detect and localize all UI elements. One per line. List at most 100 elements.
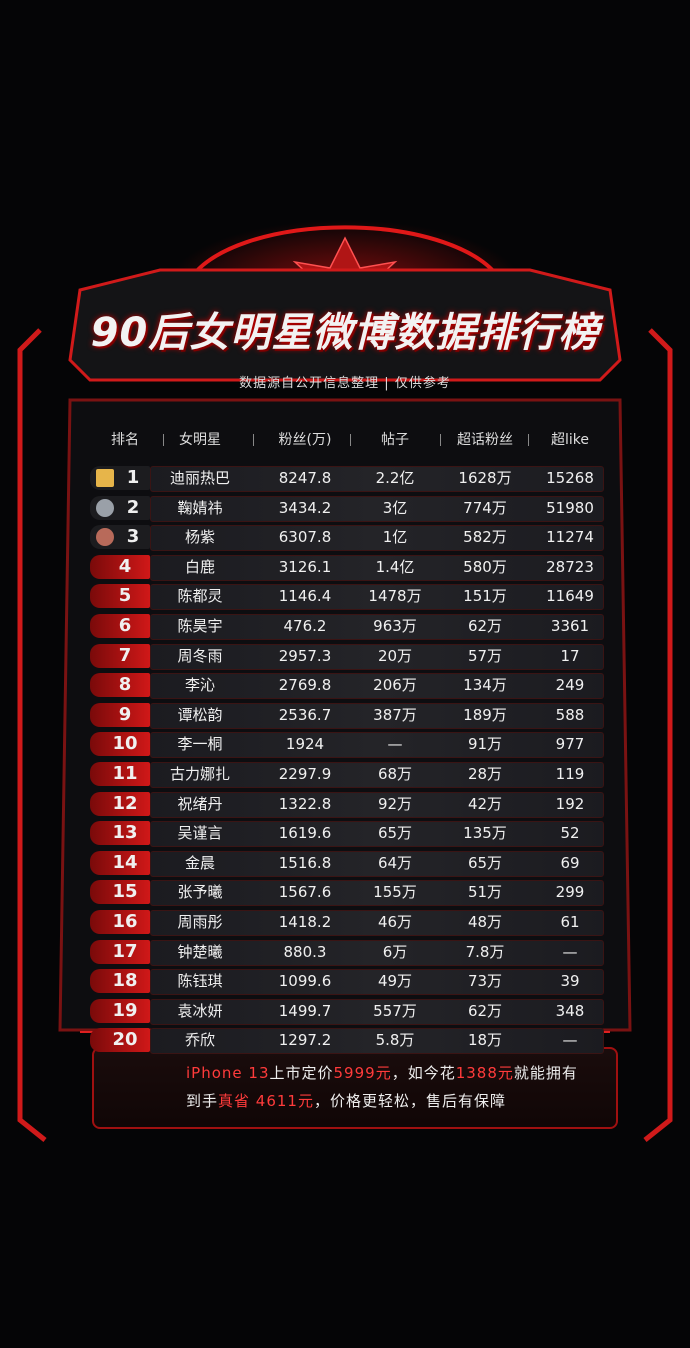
- cell: 65万: [377, 824, 413, 843]
- cell: —: [562, 1031, 578, 1050]
- row-background: [150, 702, 604, 729]
- cell: 杨紫: [184, 528, 215, 547]
- cell: 陈钰琪: [177, 972, 223, 991]
- row-background: [150, 939, 604, 966]
- rank: 2: [126, 496, 140, 518]
- column-header: 粉丝(万): [278, 432, 332, 448]
- cell: 陈昊宇: [177, 617, 223, 635]
- cell: 119: [555, 765, 585, 783]
- ad-line: iPhone 13上市定价5999元，如今花1388元就能拥有: [186, 1062, 578, 1083]
- column-header: 排名: [111, 432, 139, 448]
- cell: 1亿: [382, 528, 408, 547]
- cell: 48万: [467, 913, 503, 931]
- rank-background: [90, 910, 150, 934]
- cell: 206万: [373, 676, 417, 695]
- cell: 155万: [373, 883, 417, 902]
- cell: 谭松韵: [177, 705, 223, 724]
- cell: 金晨: [184, 853, 215, 872]
- cell: 46万: [377, 913, 413, 931]
- row-background: [150, 614, 604, 640]
- cell: 51980: [546, 498, 594, 517]
- cell: 49万: [377, 972, 413, 991]
- rank-background: [90, 702, 150, 727]
- cell: 62万: [467, 617, 503, 635]
- cell: 557万: [373, 1001, 417, 1020]
- rank: 13: [112, 822, 138, 844]
- cell: 18万: [467, 1031, 503, 1050]
- row-background: [150, 584, 604, 611]
- rank-background: [90, 969, 150, 994]
- ad-highlight: 1388元: [455, 1064, 514, 1082]
- rank: 7: [118, 644, 132, 666]
- cell: 1516.8: [278, 853, 332, 872]
- row-background: [150, 554, 604, 581]
- cell: 1146.4: [278, 587, 332, 606]
- rank-background: [90, 554, 150, 579]
- cell: 3126.1: [278, 557, 332, 576]
- rank-background: [90, 850, 150, 875]
- header-divider: [440, 434, 441, 446]
- header-divider: [252, 434, 254, 446]
- cell: 3434.2: [278, 498, 332, 517]
- cell: 2.2亿: [375, 469, 415, 487]
- cell: 7.8万: [465, 942, 505, 961]
- cell: 42万: [467, 794, 503, 813]
- cell: 134万: [463, 676, 507, 695]
- cell: 2957.3: [278, 646, 332, 665]
- cell: 39: [560, 972, 580, 991]
- rank: 17: [112, 940, 138, 962]
- row-background: [150, 821, 604, 848]
- column-header: 超话粉丝: [457, 432, 513, 448]
- cell: 28723: [546, 557, 594, 576]
- cell: —: [387, 735, 403, 754]
- cell: 2297.9: [278, 765, 332, 783]
- rank: 15: [112, 881, 138, 903]
- rank-background: [90, 880, 150, 905]
- cell: 28万: [467, 765, 503, 783]
- cell: 2769.8: [278, 676, 332, 695]
- rank-background: [90, 732, 150, 757]
- row-background: [150, 910, 604, 936]
- rank-background: [90, 643, 150, 668]
- cell: 1418.2: [278, 913, 332, 931]
- cell: 476.2: [283, 617, 327, 635]
- cell: 李一桐: [177, 735, 223, 754]
- ad-highlight: iPhone 13: [186, 1064, 270, 1082]
- cell: 鞠婧祎: [177, 498, 223, 517]
- cell: 1499.7: [278, 1001, 332, 1020]
- cell: 3361: [550, 617, 590, 635]
- cell: 古力娜扎: [169, 765, 230, 783]
- cell: 68万: [377, 765, 413, 783]
- cell: 吴谨言: [177, 824, 223, 843]
- ad-text: ，如今花: [391, 1064, 456, 1082]
- rank-background: [90, 762, 150, 786]
- row-background: [150, 998, 604, 1025]
- cell: 880.3: [283, 942, 327, 961]
- row-background: [150, 762, 604, 788]
- cell: 65万: [467, 853, 503, 872]
- cell: 张予曦: [177, 883, 223, 902]
- cell: 91万: [467, 735, 503, 754]
- cell: 11649: [546, 587, 594, 606]
- cell: 192: [555, 794, 585, 813]
- rank: 6: [118, 615, 132, 636]
- row-background: [150, 791, 604, 818]
- cell: 69: [560, 853, 580, 872]
- ranking-table: 排名 女明星 粉丝(万) 帖子 超话粉丝 超like 1 迪丽热巴 8247.8 2.2亿 1628…: [90, 432, 604, 1055]
- ad-text: 上市定价: [269, 1064, 334, 1082]
- cell: 189万: [463, 705, 507, 724]
- cell: 963万: [373, 617, 417, 635]
- row-background: [150, 673, 604, 700]
- cell: 52: [560, 824, 580, 843]
- cell: 57万: [467, 646, 503, 665]
- cell: 周冬雨: [177, 646, 223, 665]
- ad-text: 就能拥有: [513, 1064, 578, 1082]
- cell: 977: [555, 735, 585, 754]
- cell: 6307.8: [278, 528, 332, 547]
- cell: 1567.6: [278, 883, 332, 902]
- cell: 1924: [285, 735, 325, 754]
- rank-background: [90, 584, 150, 609]
- cell: 11274: [546, 528, 594, 547]
- row-background: [150, 732, 604, 759]
